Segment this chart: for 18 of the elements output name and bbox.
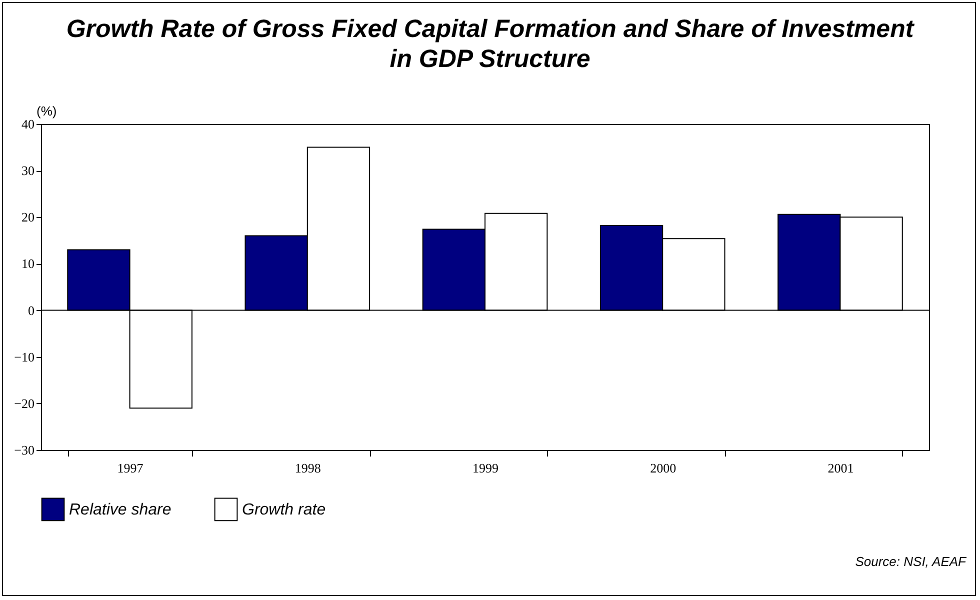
y-tick-label: 0 [28,302,34,318]
y-tick-label: −20 [14,396,34,411]
y-tick-label: 40 [22,116,34,132]
x-tick-label: 1997 [117,460,144,476]
x-tick-label: 2001 [828,460,854,476]
chart-title: Growth Rate of Gross Fixed Capital Formation and Share of Investment in GDP Structure [65,14,916,74]
y-tick-label: 10 [22,256,34,272]
x-tick-label: 2000 [650,460,676,476]
y-axis-title: (%) [36,104,57,118]
source-note: Source: NSI, AEAF [855,554,966,569]
legend-label: Relative share [69,501,172,518]
y-tick-label: 20 [22,210,34,225]
legend-label: Growth rate [242,501,326,518]
y-tick-label: 30 [22,163,34,178]
y-tick-label: −10 [14,349,34,364]
y-tick-label: −30 [14,442,34,458]
x-tick-label: 1998 [294,460,321,476]
x-tick-label: 1999 [472,460,498,476]
